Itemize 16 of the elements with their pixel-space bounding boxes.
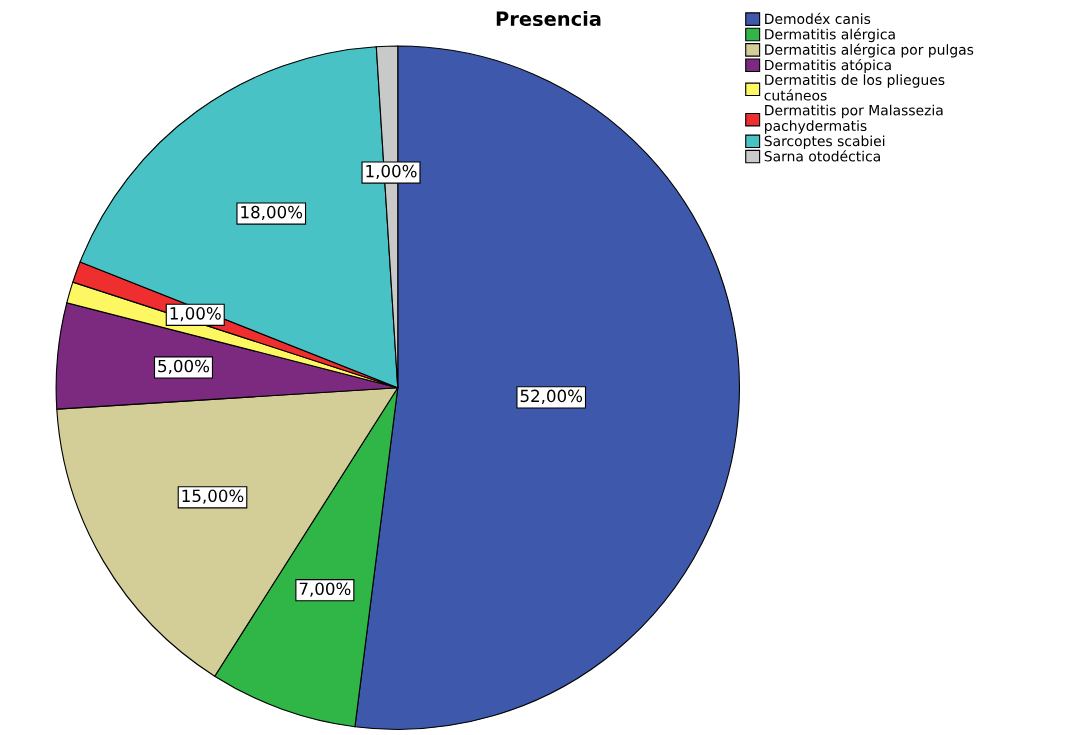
data-label: 15,00%: [182, 489, 244, 504]
data-label: 52,00%: [520, 389, 583, 404]
legend-label: Dermatitis de los pliegues cutáneos: [764, 74, 945, 101]
legend-label: Dermatitis alérgica: [765, 28, 895, 43]
data-label: 1,00%: [366, 164, 417, 180]
legend-label: Dermatitis alérgica por pulgas: [765, 43, 974, 58]
legend-label: Dermatitis por Malassezia pachydermatis: [765, 104, 943, 134]
data-label: 7,00%: [299, 582, 351, 597]
data-label: 18,00%: [241, 205, 303, 221]
data-label: 5,00%: [158, 359, 210, 374]
legend-label: Demodéx canis: [765, 12, 871, 25]
chart-title: Presencia: [496, 11, 601, 27]
legend-label: Sarcoptes scabiei: [764, 135, 885, 149]
legend-label: Sarna otodéctica: [764, 150, 880, 162]
legend-label: Dermatitis atópica: [765, 58, 891, 73]
data-label: 1,00%: [170, 307, 221, 322]
